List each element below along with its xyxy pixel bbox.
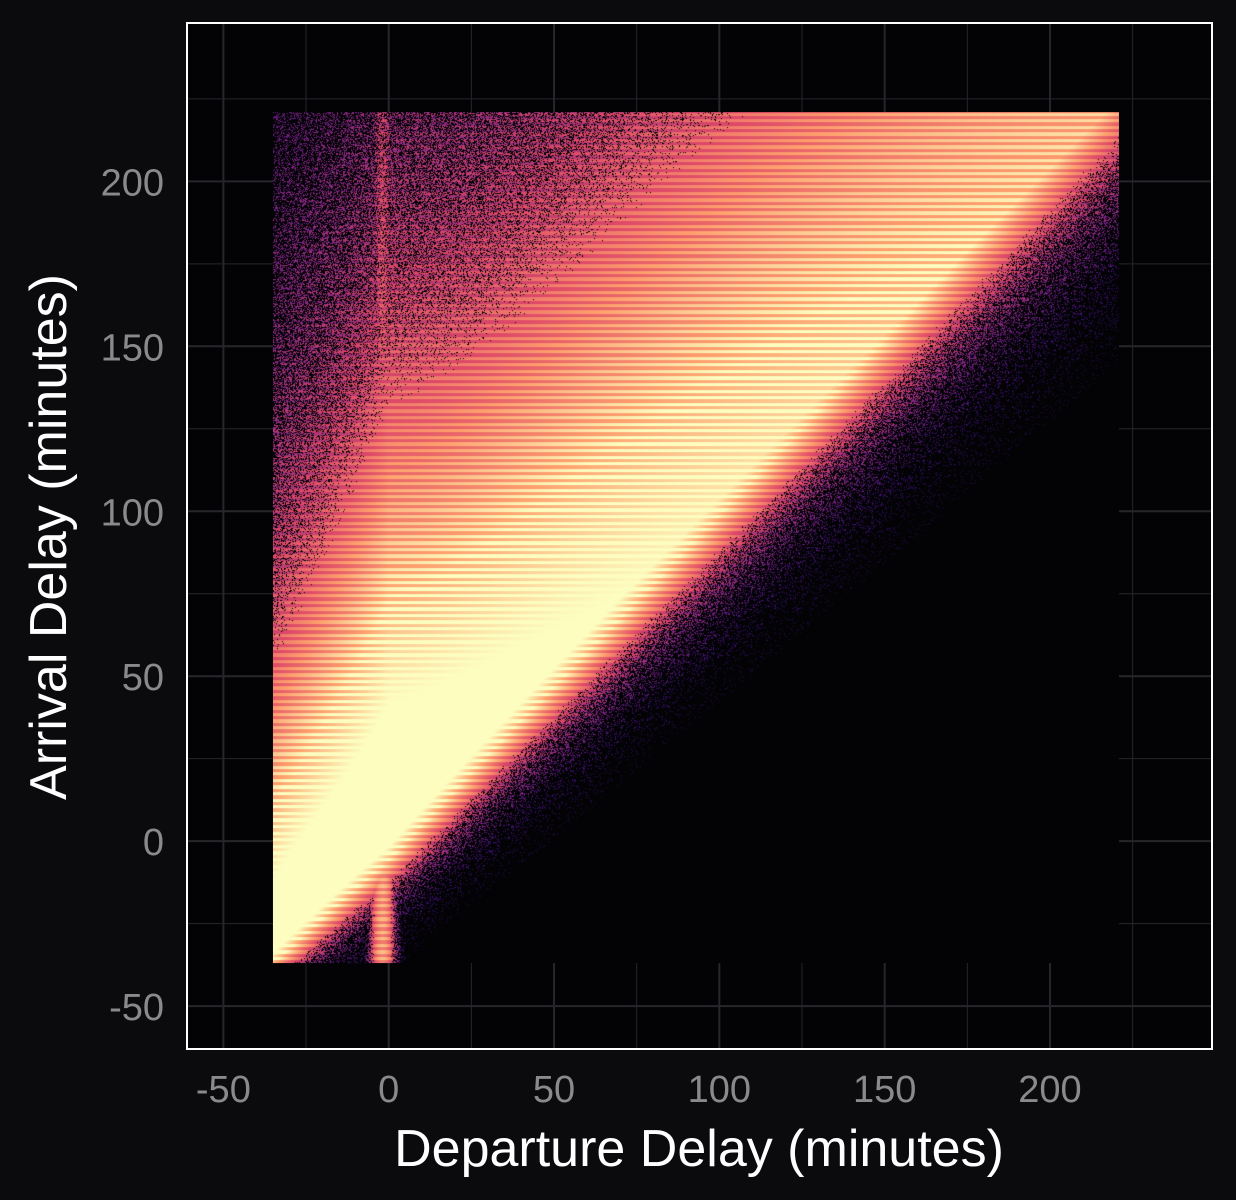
x-tick-label: 100: [688, 1069, 751, 1111]
plot-frame: [186, 22, 1213, 1050]
x-tick-label: 50: [533, 1069, 575, 1111]
x-axis-title: Departure Delay (minutes): [394, 1120, 1004, 1178]
y-tick-label: 200: [101, 162, 164, 204]
y-tick-label: 0: [143, 822, 164, 864]
x-tick-label: 150: [853, 1069, 916, 1111]
x-tick-label: 0: [378, 1069, 399, 1111]
density-heatmap: [272, 112, 1119, 964]
y-tick-label: 150: [101, 327, 164, 369]
x-tick-label: -50: [196, 1069, 251, 1111]
y-axis-ticks: -50 0 50 100 150 200: [101, 162, 164, 1029]
y-tick-label: 100: [101, 492, 164, 534]
y-axis-title: Arrival Delay (minutes): [20, 274, 78, 800]
y-tick-label: -50: [109, 987, 164, 1029]
x-axis-ticks: -50 0 50 100 150 200: [196, 1069, 1082, 1111]
y-tick-label: 50: [122, 657, 164, 699]
x-tick-label: 200: [1018, 1069, 1081, 1111]
